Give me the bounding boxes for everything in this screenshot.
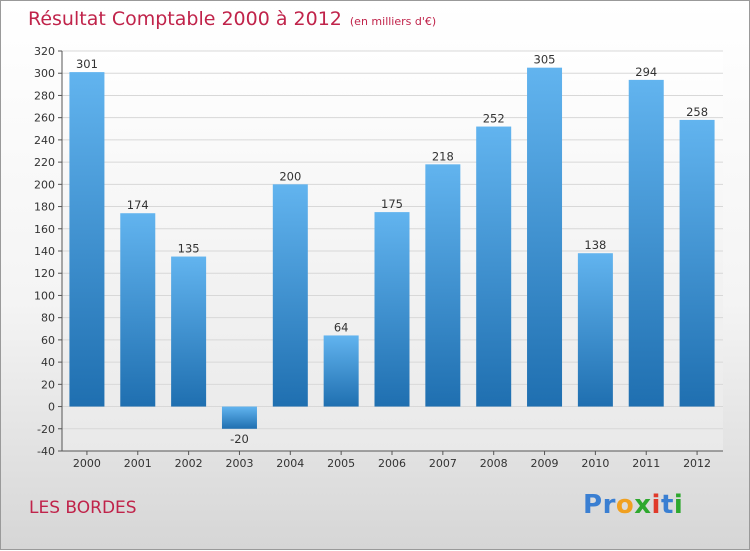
- x-tick-label: 2011: [632, 457, 660, 470]
- logo-letter: r: [602, 490, 616, 520]
- bar-value-label: -20: [230, 432, 249, 446]
- y-tick-label: 200: [34, 178, 55, 191]
- x-tick-label: 2003: [225, 457, 253, 470]
- y-tick-label: 80: [41, 312, 55, 325]
- x-tick-label: 2009: [531, 457, 559, 470]
- bar-value-label: 258: [686, 105, 708, 119]
- proxiti-logo: Proxiti: [583, 490, 683, 520]
- logo-letter: i: [651, 490, 661, 520]
- y-tick-label: 20: [41, 378, 55, 391]
- bar: [272, 184, 308, 407]
- bar: [679, 119, 715, 407]
- bar: [628, 79, 664, 407]
- y-tick-label: 220: [34, 156, 55, 169]
- bar: [577, 253, 613, 407]
- x-tick-label: 2000: [73, 457, 101, 470]
- y-tick-label: 300: [34, 67, 55, 80]
- y-tick-label: -40: [37, 445, 55, 458]
- x-tick-label: 2008: [480, 457, 508, 470]
- x-tick-label: 2002: [175, 457, 203, 470]
- x-tick-label: 2001: [124, 457, 152, 470]
- bar-value-label: 138: [584, 238, 606, 252]
- bar: [476, 126, 512, 407]
- chart-title-text: Résultat Comptable 2000 à 2012: [28, 8, 342, 30]
- y-tick-label: -20: [37, 423, 55, 436]
- logo-letter: P: [583, 490, 603, 520]
- bar: [527, 67, 563, 407]
- y-tick-label: 140: [34, 245, 55, 258]
- bar: [425, 164, 461, 407]
- y-tick-label: 60: [41, 334, 55, 347]
- x-tick-label: 2006: [378, 457, 406, 470]
- commune-name: LES BORDES: [29, 498, 137, 518]
- bar-value-label: 252: [483, 112, 505, 126]
- x-tick-label: 2010: [581, 457, 609, 470]
- x-tick-label: 2007: [429, 457, 457, 470]
- logo-letter: t: [660, 490, 674, 520]
- y-tick-label: 260: [34, 112, 55, 125]
- x-tick-label: 2004: [276, 457, 304, 470]
- bar-value-label: 294: [635, 65, 657, 79]
- logo-letter: o: [615, 490, 635, 520]
- logo-letter: i: [673, 490, 684, 520]
- bar: [323, 335, 359, 407]
- y-tick-label: 0: [48, 401, 55, 414]
- bar-value-label: 175: [381, 197, 403, 211]
- bar: [171, 256, 207, 407]
- bar-value-label: 301: [76, 57, 98, 71]
- bar: [69, 72, 105, 407]
- y-tick-label: 160: [34, 223, 55, 236]
- chart-title: Résultat Comptable 2000 à 2012 (en millie…: [28, 8, 436, 30]
- bar-value-label: 218: [432, 149, 454, 163]
- bar-value-label: 305: [534, 53, 556, 67]
- bar: [120, 213, 156, 407]
- logo-letter: x: [634, 490, 652, 520]
- y-tick-label: 240: [34, 134, 55, 147]
- y-tick-label: 100: [34, 289, 55, 302]
- bar: [221, 406, 257, 429]
- x-tick-label: 2005: [327, 457, 355, 470]
- bar-value-label: 64: [334, 320, 349, 334]
- bar-value-label: 174: [127, 198, 149, 212]
- y-tick-label: 120: [34, 267, 55, 280]
- bar-value-label: 200: [279, 169, 301, 183]
- chart-unit: (en milliers d'€): [349, 15, 437, 28]
- bar-value-label: 135: [178, 242, 200, 256]
- x-tick-label: 2012: [683, 457, 711, 470]
- y-tick-label: 280: [34, 89, 55, 102]
- y-tick-label: 180: [34, 201, 55, 214]
- y-tick-label: 320: [34, 45, 55, 58]
- y-tick-label: 40: [41, 356, 55, 369]
- bar: [374, 212, 410, 407]
